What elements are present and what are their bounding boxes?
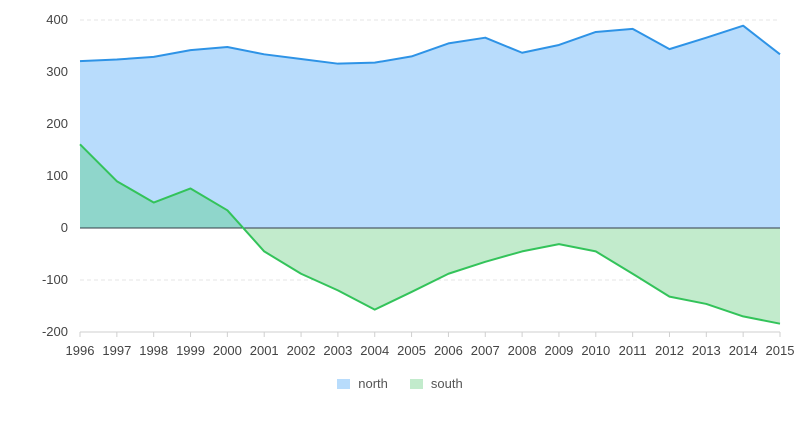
x-tick-label: 1996 <box>66 343 95 358</box>
x-tick-label: 2009 <box>544 343 573 358</box>
x-tick-label: 2007 <box>471 343 500 358</box>
x-tick-label: 2005 <box>397 343 426 358</box>
legend-item-north[interactable]: north <box>337 376 388 391</box>
area-overlap <box>80 144 780 228</box>
area-chart: -200 -100 0 100 200 300 400 1996 1997 1998 1999 20… <box>42 12 795 358</box>
x-tick-label: 2014 <box>729 343 758 358</box>
x-tick-label: 2008 <box>508 343 537 358</box>
x-tick-label: 2015 <box>766 343 795 358</box>
x-tick-label: 2006 <box>434 343 463 358</box>
y-tick-label: -100 <box>42 272 68 287</box>
legend-swatch-south <box>409 378 423 389</box>
y-tick-label: -200 <box>42 324 68 339</box>
area-south <box>80 144 780 324</box>
y-tick-label: 200 <box>46 116 68 131</box>
line-south <box>79 143 781 325</box>
legend: north south <box>0 376 800 391</box>
legend-swatch-north <box>337 378 351 389</box>
x-tick-label: 2000 <box>213 343 242 358</box>
x-tick-label: 2003 <box>323 343 352 358</box>
line-north <box>79 24 781 65</box>
x-tick-label: 1999 <box>176 343 205 358</box>
legend-label-north: north <box>358 376 388 391</box>
x-tick-label: 2001 <box>250 343 279 358</box>
y-axis-ticks: -200 -100 0 100 200 300 400 <box>42 12 68 339</box>
x-tick-label: 1998 <box>139 343 168 358</box>
x-tick-label: 2013 <box>692 343 721 358</box>
y-tick-label: 400 <box>46 12 68 27</box>
x-tick-label: 1997 <box>102 343 131 358</box>
x-tick-label: 2012 <box>655 343 684 358</box>
area-north <box>80 25 780 228</box>
y-tick-label: 300 <box>46 64 68 79</box>
y-tick-label: 100 <box>46 168 68 183</box>
x-tick-label: 2010 <box>581 343 610 358</box>
x-tick-label: 2002 <box>287 343 316 358</box>
y-tick-label: 0 <box>61 220 68 235</box>
series-lines <box>79 24 781 325</box>
x-tick-label: 2011 <box>619 343 647 358</box>
legend-item-south[interactable]: south <box>409 376 463 391</box>
series-areas <box>80 25 780 324</box>
x-axis-ticks: 1996 1997 1998 1999 2000 2001 2002 2003 2004 2005… <box>66 343 795 358</box>
legend-label-south: south <box>430 376 463 391</box>
x-axis <box>79 331 781 337</box>
x-tick-label: 2004 <box>360 343 389 358</box>
